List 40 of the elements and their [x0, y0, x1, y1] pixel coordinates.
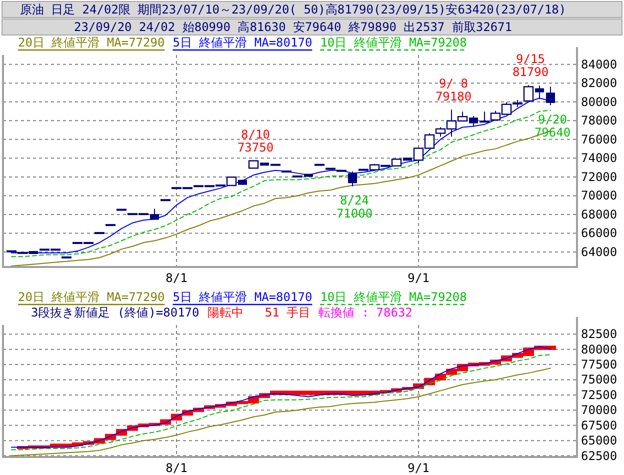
y-tick-label: 62500	[581, 448, 618, 463]
annotation: 8/24 71000	[336, 193, 373, 220]
text: 5日 終値平滑 MA=80170	[172, 290, 312, 304]
annotation: 9/ 8 79180	[435, 76, 472, 104]
y-tick-label: 65000	[581, 434, 618, 448]
y-tick-label: 70000	[581, 403, 618, 418]
y-tick-label: 78000	[581, 114, 618, 128]
y-tick-label: 80000	[581, 94, 618, 109]
x-tick-label: 8/1	[166, 461, 188, 475]
x-tick-label: 9/1	[408, 271, 430, 285]
text: 転換値 : 78632	[318, 306, 412, 320]
y-tick-label: 84000	[581, 57, 618, 72]
y-tick-label: 66000	[581, 226, 618, 240]
y-tick-label: 74000	[581, 151, 618, 166]
text: 20日 終値平滑 MA=77290	[18, 36, 165, 50]
y-tick-label: 82500	[581, 327, 618, 342]
annotation: 8/10 73750	[237, 128, 274, 155]
text: 10日 終値平滑 MA=79208	[320, 36, 467, 50]
y-tick-label: 67500	[581, 418, 618, 432]
y-tick-label: 70000	[581, 188, 618, 203]
text: 20日 終値平滑 MA=77290	[18, 290, 165, 304]
y-tick-label: 77500	[581, 358, 618, 372]
x-tick-label: 8/1	[166, 271, 188, 285]
y-tick-label: 64000	[581, 244, 618, 259]
chart-title: 原油 日足 24/02限 期間23/07/10～23/09/20( 50)高81790(23/09/15)安63420(23/07/18)	[20, 2, 566, 16]
annotation: 9/15 81790	[512, 52, 549, 80]
y-tick-label: 76000	[581, 132, 618, 146]
text: 5日 終値平滑 MA=80170	[172, 36, 312, 50]
y-tick-label: 82000	[581, 76, 618, 90]
y-tick-label: 72000	[581, 170, 618, 184]
chart-subtitle: 23/09/20 24/02 始80990 高81630 安79640 終79890 出2537 前取32671	[74, 20, 512, 34]
text: 陽転中 51 手目	[207, 306, 311, 320]
text: 10日 終値平滑 MA=79208	[320, 290, 467, 304]
y-tick-label: 72500	[581, 388, 618, 402]
annotation: 9/20 79640	[534, 112, 571, 140]
text: 3段抜き新値足 (終値)=80170	[31, 306, 200, 320]
y-tick-label: 80000	[581, 342, 618, 356]
x-tick-label: 9/1	[408, 461, 430, 475]
y-tick-label: 68000	[581, 207, 618, 222]
y-tick-label: 75000	[581, 372, 618, 387]
